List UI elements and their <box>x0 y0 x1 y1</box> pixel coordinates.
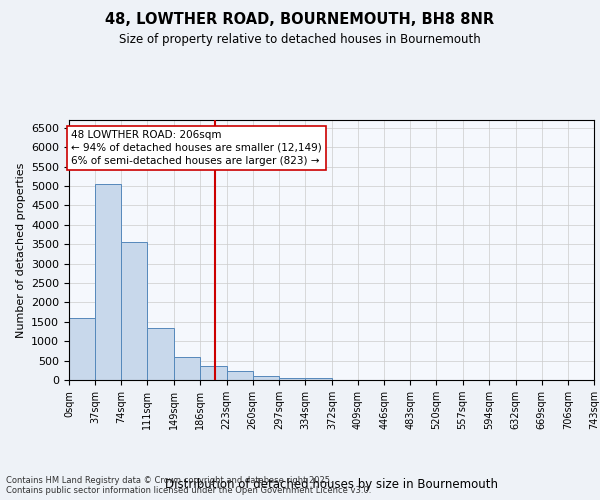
Text: Size of property relative to detached houses in Bournemouth: Size of property relative to detached ho… <box>119 32 481 46</box>
Bar <box>174 356 200 380</box>
Bar <box>200 366 227 380</box>
Text: 48, LOWTHER ROAD, BOURNEMOUTH, BH8 8NR: 48, LOWTHER ROAD, BOURNEMOUTH, BH8 8NR <box>106 12 494 28</box>
Bar <box>305 378 332 380</box>
Bar <box>279 378 305 380</box>
Bar <box>95 184 121 380</box>
X-axis label: Distribution of detached houses by size in Bournemouth: Distribution of detached houses by size … <box>165 478 498 491</box>
Bar <box>121 242 148 380</box>
Bar <box>227 371 253 380</box>
Text: Contains HM Land Registry data © Crown copyright and database right 2025.
Contai: Contains HM Land Registry data © Crown c… <box>6 476 371 495</box>
Text: 48 LOWTHER ROAD: 206sqm
← 94% of detached houses are smaller (12,149)
6% of semi: 48 LOWTHER ROAD: 206sqm ← 94% of detache… <box>71 130 322 166</box>
Y-axis label: Number of detached properties: Number of detached properties <box>16 162 26 338</box>
Bar <box>69 318 95 380</box>
Bar <box>148 328 174 380</box>
Bar <box>253 376 279 380</box>
